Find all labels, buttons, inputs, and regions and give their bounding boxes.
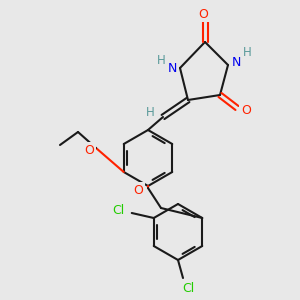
- Text: H: H: [243, 46, 251, 59]
- Text: N: N: [167, 61, 177, 74]
- Text: O: O: [198, 8, 208, 20]
- Text: H: H: [146, 106, 154, 118]
- Text: Cl: Cl: [112, 205, 125, 218]
- Text: N: N: [231, 56, 241, 68]
- Text: O: O: [133, 184, 143, 196]
- Text: H: H: [157, 53, 165, 67]
- Text: O: O: [241, 103, 251, 116]
- Text: Cl: Cl: [182, 281, 194, 295]
- Text: O: O: [84, 143, 94, 157]
